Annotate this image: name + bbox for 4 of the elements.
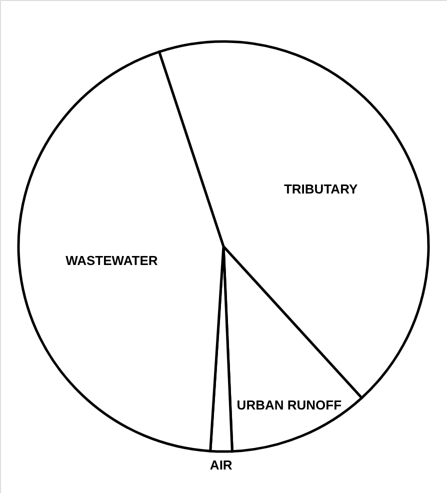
slice-label: URBAN RUNOFF xyxy=(236,398,342,413)
slice-label: TRIBUTARY xyxy=(284,182,358,197)
slice-label: AIR xyxy=(210,457,233,472)
slice-label: WASTEWATER xyxy=(66,252,158,268)
